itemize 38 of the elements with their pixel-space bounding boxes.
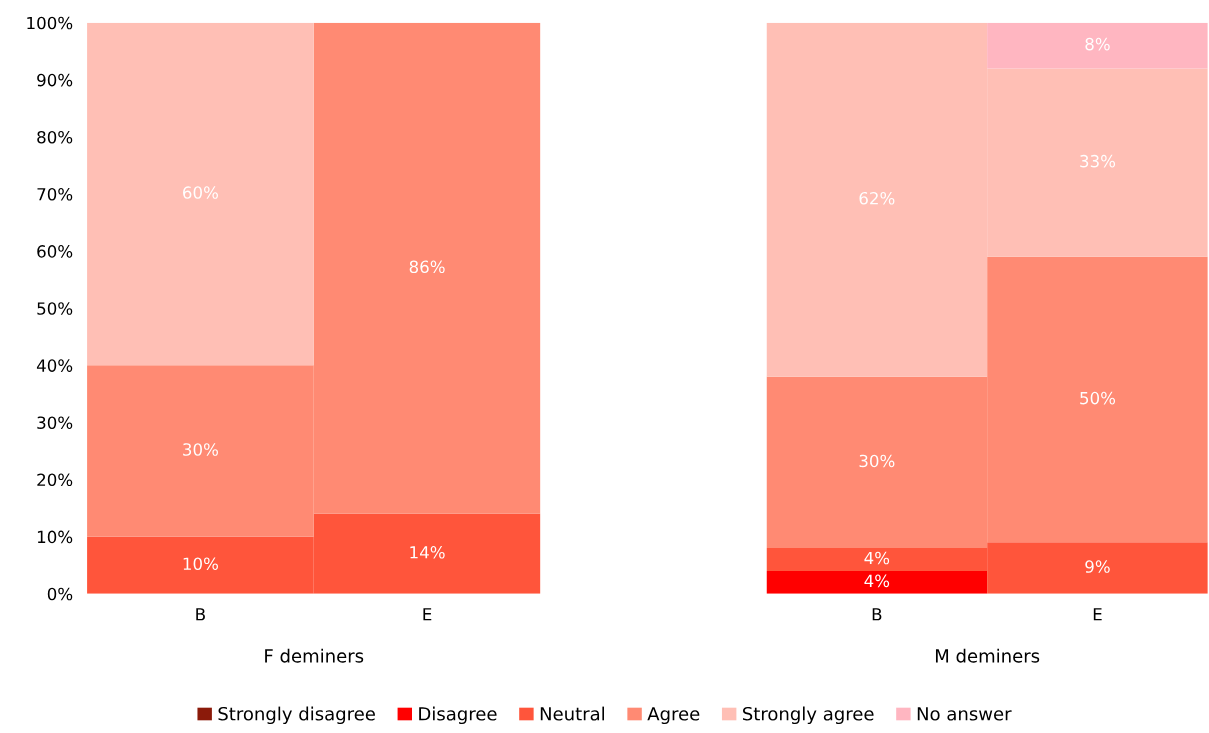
- y-tick-label: 70%: [37, 187, 73, 201]
- data-label: 50%: [1080, 391, 1116, 405]
- y-tick-label: 80%: [37, 130, 73, 144]
- y-tick-label: 90%: [37, 73, 73, 87]
- data-label: 30%: [859, 454, 895, 468]
- data-label: 4%: [864, 551, 890, 565]
- x-tick-label: B: [872, 608, 882, 621]
- legend-label: Neutral: [540, 706, 604, 721]
- legend-label: No answer: [917, 707, 1012, 721]
- legend-label: Strongly disagree: [218, 706, 375, 725]
- data-label: 60%: [183, 186, 218, 199]
- y-tick-label: 60%: [37, 245, 73, 258]
- data-label: 33%: [1080, 154, 1116, 168]
- data-label: 9%: [1085, 560, 1110, 573]
- x-tick-label: B: [196, 608, 205, 621]
- y-tick-label: 100%: [27, 16, 73, 30]
- y-tick-label: 50%: [37, 302, 73, 315]
- data-label: 30%: [183, 443, 218, 456]
- x-axis-title: M deminers: [935, 648, 1040, 663]
- x-tick-label: E: [423, 608, 432, 621]
- data-label: 8%: [1085, 37, 1110, 51]
- bar: [766, 570, 988, 594]
- legend-label: Agree: [647, 707, 700, 725]
- y-tick-label: 40%: [36, 359, 73, 372]
- data-label: 62%: [859, 191, 895, 205]
- y-tick-label: 30%: [37, 416, 73, 429]
- data-label: 14%: [410, 545, 445, 559]
- legend-label: Disagree: [419, 706, 497, 725]
- y-tick-label: 20%: [37, 473, 73, 487]
- y-tick-label: 0%: [47, 587, 73, 601]
- data-label: 10%: [183, 557, 218, 571]
- x-tick-label: E: [1093, 608, 1102, 621]
- bar: [87, 22, 314, 366]
- legend-label: Strongly agree: [742, 706, 874, 725]
- y-tick-label: 10%: [37, 530, 73, 544]
- data-label: 4%: [864, 574, 890, 588]
- data-label: 86%: [409, 260, 445, 274]
- x-axis-title: F deminers: [265, 648, 364, 663]
